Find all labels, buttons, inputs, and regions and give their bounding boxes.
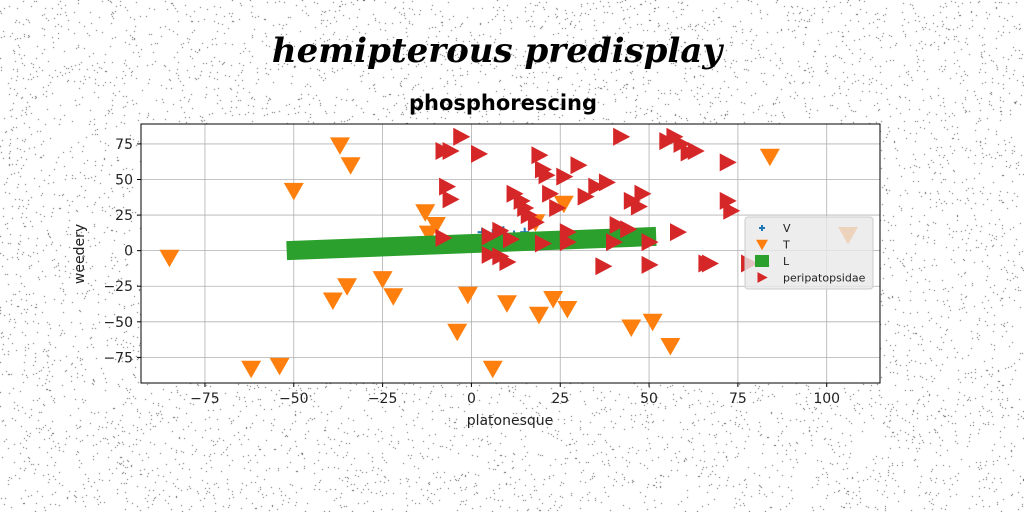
data-point [322,292,343,310]
legend-label: L [783,255,790,268]
data-point [759,148,780,167]
x-tick-label: −50 [279,391,309,407]
data-point [372,271,393,289]
data-point [503,230,520,249]
data-point [719,153,737,172]
series-L [286,226,657,261]
data-point [453,127,471,146]
data-point [577,187,595,206]
data-point [496,295,517,313]
data-point [442,142,460,161]
data-point [442,190,460,209]
data-point [553,195,574,214]
y-tick-label: −25 [103,279,133,295]
legend-label: V [783,222,791,235]
data-point [559,233,577,252]
data-point [641,255,659,274]
plot-frame [140,123,881,384]
data-point [481,245,499,264]
y-axis: −75 −50 −25 0 25 50 75 [103,137,141,366]
data-point [531,146,549,165]
legend-label: T [782,239,790,252]
data-point [673,134,691,153]
series-peripatopsidae [435,127,759,276]
data-point [570,156,588,175]
data-point [588,177,606,196]
data-point [609,216,627,235]
data-point [383,288,404,306]
legend-marker [759,225,765,231]
suptitle: hemipterous predisplay [272,31,725,71]
data-point [595,257,613,276]
legend-box [744,216,874,290]
y-tick-label: −50 [103,315,133,331]
data-point [621,319,642,337]
data-point [634,184,652,203]
data-point [499,253,517,272]
series-line [286,226,657,261]
data-point [447,323,468,342]
data-point [723,201,741,220]
data-point [241,360,262,379]
y-tick-label: 0 [124,244,133,260]
data-point [329,137,350,155]
data-point [528,306,549,325]
data-point [669,223,687,242]
data-point [457,286,478,305]
data-point [337,278,358,296]
legend-label: peripatopsidae [783,272,866,285]
x-tick-label: 100 [813,391,840,407]
data-point [527,213,545,232]
y-tick-label: 50 [115,173,133,189]
data-point [534,234,552,253]
x-tick-label: −25 [368,391,398,407]
data-point [435,228,453,247]
data-point [701,254,719,273]
data-point [542,184,560,203]
data-point [642,313,663,332]
x-tick-label: 50 [640,391,658,407]
data-point [481,227,499,246]
data-point [557,301,578,319]
y-axis-label: weedery [72,224,88,284]
x-axis-label: platonesque [467,413,554,429]
data-point [269,357,290,376]
data-point [687,142,705,161]
data-point [471,144,489,163]
data-point [283,182,304,201]
x-axis: −75 −50 −25 0 25 50 75 100 [190,383,840,407]
data-point [598,173,616,192]
data-point [641,233,659,252]
data-point [340,157,361,175]
data-point [415,204,436,222]
data-point [613,127,631,146]
data-point [660,338,681,356]
x-tick-label: 25 [551,391,569,407]
x-tick-label: 0 [467,391,476,407]
y-tick-label: 25 [115,208,133,224]
data-point [538,166,556,185]
legend-marker [757,272,768,283]
data-point [556,167,574,186]
data-point [606,233,624,252]
data-point [418,225,439,244]
data-point [159,249,180,268]
y-tick-label: 75 [115,137,133,153]
data-point [549,198,567,217]
series-layer [159,127,859,379]
y-tick-label: −75 [103,350,133,366]
data-point [719,191,737,210]
chart-title: phosphorescing [409,91,597,115]
x-tick-label: −75 [190,391,220,407]
data-point [482,360,503,379]
x-tick-label: 75 [729,391,747,407]
legend-marker [755,255,769,267]
data-point [543,291,564,309]
legend-marker [756,239,768,251]
data-point [492,221,510,240]
